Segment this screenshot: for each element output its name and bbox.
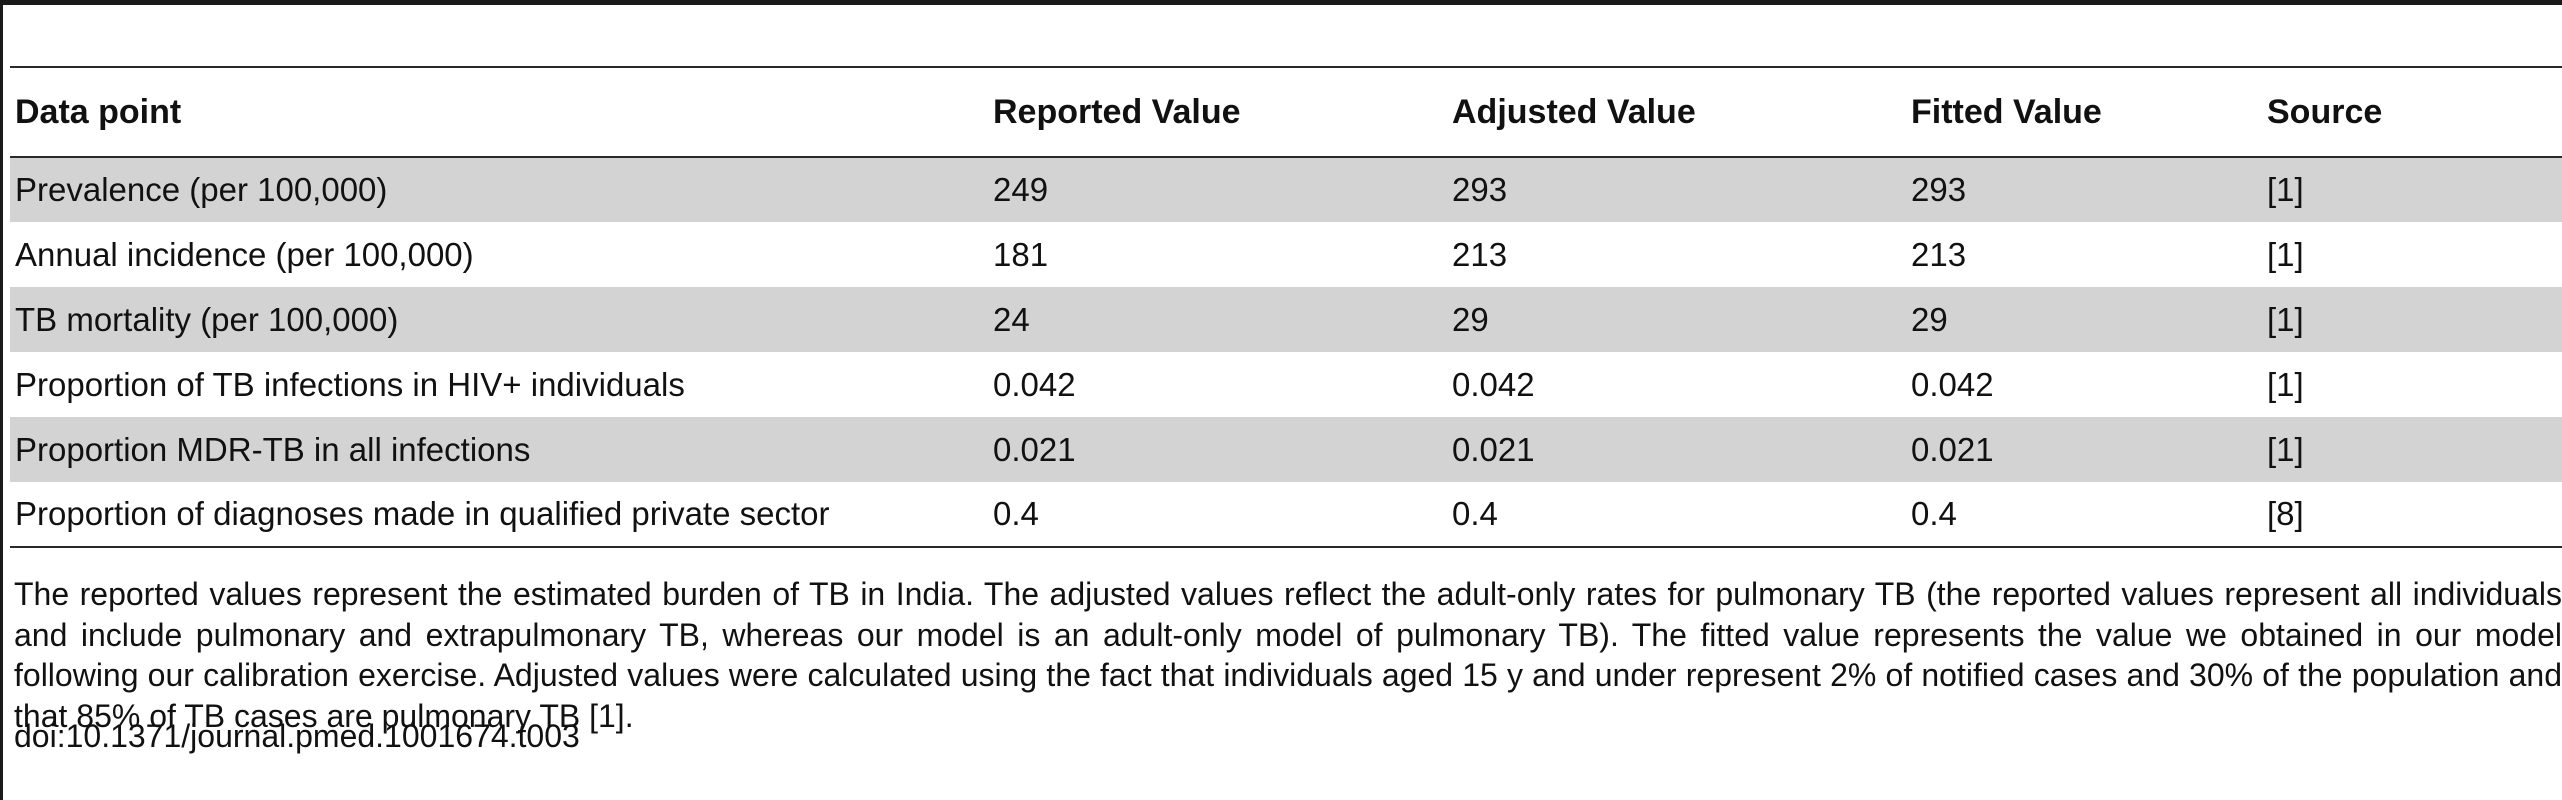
- table-row: TB mortality (per 100,000) 24 29 29 [1]: [10, 287, 2562, 352]
- left-rule: [0, 0, 3, 800]
- table-header-row: Data point Reported Value Adjusted Value…: [10, 67, 2562, 157]
- cell-data-point: Proportion of diagnoses made in qualifie…: [15, 495, 830, 532]
- cell-source: [1]: [2267, 300, 2304, 338]
- header-source: Source: [2267, 92, 2383, 131]
- cell-fitted-value: 0.042: [1911, 365, 1994, 403]
- header-adjusted-value: Adjusted Value: [1452, 92, 1696, 131]
- header-fitted-value: Fitted Value: [1911, 92, 2102, 131]
- top-rule: [0, 0, 2562, 5]
- table-row: Annual incidence (per 100,000) 181 213 2…: [10, 222, 2562, 287]
- cell-reported-value: 24: [993, 300, 1030, 338]
- cell-fitted-value: 0.021: [1911, 430, 1994, 468]
- cell-adjusted-value: 0.042: [1452, 365, 1535, 403]
- cell-adjusted-value: 293: [1452, 171, 1508, 208]
- table-row: Proportion MDR-TB in all infections 0.02…: [10, 417, 2562, 482]
- table-row: Prevalence (per 100,000) 249 293 293 [1]: [10, 157, 2562, 222]
- cell-data-point: Proportion of TB infections in HIV+ indi…: [15, 365, 685, 403]
- table-footnote: The reported values represent the estima…: [14, 576, 2562, 734]
- header-data-point: Data point: [15, 92, 182, 131]
- cell-adjusted-value: 213: [1452, 235, 1508, 273]
- doi-reference: doi:10.1371/journal.pmed.1001674.t003: [14, 718, 580, 754]
- cell-data-point: TB mortality (per 100,000): [15, 300, 399, 338]
- cell-source: [1]: [2267, 171, 2304, 208]
- cell-source: [1]: [2267, 235, 2304, 273]
- cell-data-point: Annual incidence (per 100,000): [15, 235, 474, 273]
- cell-data-point: Prevalence (per 100,000): [15, 171, 388, 208]
- data-table: Data point Reported Value Adjusted Value…: [10, 66, 2562, 548]
- cell-fitted-value: 293: [1911, 171, 1967, 208]
- cell-reported-value: 0.042: [993, 365, 1076, 403]
- cell-adjusted-value: 0.021: [1452, 430, 1535, 468]
- cell-adjusted-value: 29: [1452, 300, 1489, 338]
- cell-reported-value: 0.4: [993, 495, 1039, 532]
- table-container: Data point Reported Value Adjusted Value…: [10, 66, 2562, 548]
- cell-fitted-value: 29: [1911, 300, 1948, 338]
- cell-source: [8]: [2267, 495, 2304, 532]
- header-reported-value: Reported Value: [993, 92, 1241, 131]
- cell-fitted-value: 0.4: [1911, 495, 1957, 532]
- cell-source: [1]: [2267, 365, 2304, 403]
- cell-data-point: Proportion MDR-TB in all infections: [15, 430, 531, 468]
- table-row: Proportion of TB infections in HIV+ indi…: [10, 352, 2562, 417]
- cell-reported-value: 249: [993, 171, 1049, 208]
- cell-reported-value: 0.021: [993, 430, 1076, 468]
- cell-adjusted-value: 0.4: [1452, 495, 1498, 532]
- cell-source: [1]: [2267, 430, 2304, 468]
- cell-fitted-value: 213: [1911, 235, 1967, 273]
- table-row: Proportion of diagnoses made in qualifie…: [10, 482, 2562, 547]
- cell-reported-value: 181: [993, 235, 1049, 273]
